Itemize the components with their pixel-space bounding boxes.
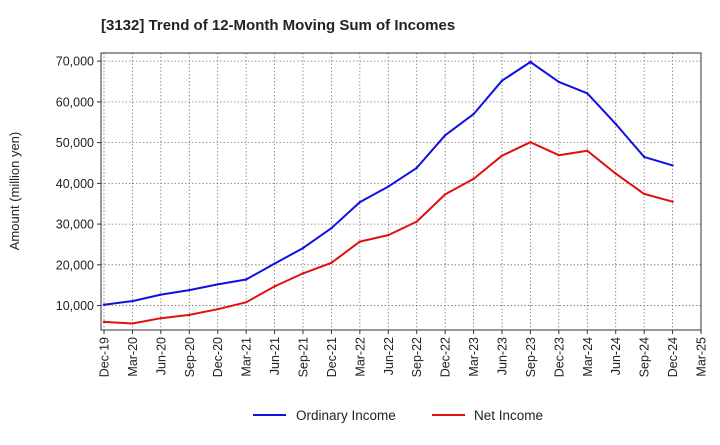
data-point (614, 172, 617, 175)
x-tick-label: Mar-24 (581, 337, 595, 377)
x-tick-label: Sep-20 (183, 337, 197, 377)
data-point (216, 308, 219, 311)
y-tick-label: 60,000 (56, 95, 94, 109)
y-tick-label: 70,000 (56, 55, 94, 69)
data-point (671, 200, 674, 203)
data-point (301, 272, 305, 275)
data-point (273, 262, 276, 265)
data-point (131, 299, 134, 303)
plot-area (100, 52, 702, 331)
x-tick-label: Mar-22 (353, 337, 367, 377)
data-point (159, 316, 163, 320)
data-point (131, 322, 134, 325)
y-tick-label: 40,000 (56, 177, 94, 191)
y-tick-label: 10,000 (56, 299, 94, 313)
data-point (188, 288, 191, 292)
data-point (244, 301, 248, 304)
data-point (642, 192, 646, 196)
data-point (642, 155, 646, 159)
legend-label-0: Ordinary Income (296, 408, 396, 423)
x-tick-label: Dec-22 (439, 337, 453, 377)
x-tick-label: Dec-21 (325, 337, 339, 377)
x-tick-label: Jun-20 (154, 337, 168, 375)
data-point (443, 134, 447, 137)
data-point (529, 141, 532, 144)
x-tick-label: Dec-20 (211, 337, 225, 377)
data-point (330, 261, 333, 264)
y-tick-label: 50,000 (56, 136, 94, 150)
x-tick-label: Dec-23 (552, 337, 566, 377)
data-point (102, 320, 106, 324)
data-point (529, 60, 532, 64)
x-tick-label: Mar-23 (467, 337, 481, 377)
data-point (273, 285, 276, 288)
data-point (387, 185, 390, 188)
data-point (415, 166, 418, 170)
data-point (557, 154, 561, 157)
data-point (671, 164, 674, 167)
data-point (415, 220, 418, 223)
x-tick-label: Mar-21 (240, 337, 254, 377)
x-tick-label: Dec-19 (98, 337, 112, 377)
data-point (330, 226, 333, 230)
x-tick-label: Mar-20 (126, 337, 140, 377)
data-point (557, 80, 561, 84)
data-point (188, 313, 191, 317)
data-point (586, 92, 589, 95)
x-tick-label: Sep-21 (297, 337, 311, 377)
data-point (102, 303, 106, 306)
data-point (216, 283, 219, 286)
data-point (500, 79, 504, 82)
x-tick-label: Jun-23 (496, 337, 510, 375)
data-point (614, 122, 617, 126)
data-point (301, 246, 305, 250)
x-tick-label: Dec-24 (666, 337, 680, 377)
y-axis-ticks: 10,000 20,000 30,000 40,000 50,000 60,000 70,0… (56, 55, 101, 313)
data-point (358, 240, 362, 243)
chart-title: [3132] Trend of 12-Month Moving Sum of I… (101, 17, 455, 34)
data-point (472, 177, 475, 181)
data-point (358, 200, 362, 204)
x-tick-label: Jun-24 (609, 337, 623, 375)
data-point (159, 293, 163, 296)
data-point (387, 233, 390, 237)
grid (101, 53, 702, 330)
x-tick-label: Mar-25 (695, 337, 709, 377)
y-tick-label: 30,000 (56, 218, 94, 232)
data-point (500, 154, 504, 157)
legend: Ordinary Income Net Income (253, 408, 543, 423)
data-point (472, 112, 475, 116)
data-point (443, 193, 447, 196)
series-lines (102, 60, 674, 325)
x-tick-label: Jun-21 (268, 337, 282, 375)
x-axis-ticks: Dec-19 Mar-20 Jun-20 Sep-20 Dec-20 Mar-21 Jun-… (98, 330, 709, 377)
y-tick-label: 20,000 (56, 258, 94, 272)
legend-label-1: Net Income (474, 408, 543, 423)
data-point (244, 278, 248, 281)
x-tick-label: Sep-24 (638, 337, 652, 377)
x-tick-label: Sep-23 (524, 337, 538, 377)
y-axis-label: Amount (million yen) (7, 132, 22, 251)
data-point (586, 149, 589, 152)
x-tick-label: Jun-22 (382, 337, 396, 375)
x-tick-label: Sep-22 (410, 337, 424, 377)
